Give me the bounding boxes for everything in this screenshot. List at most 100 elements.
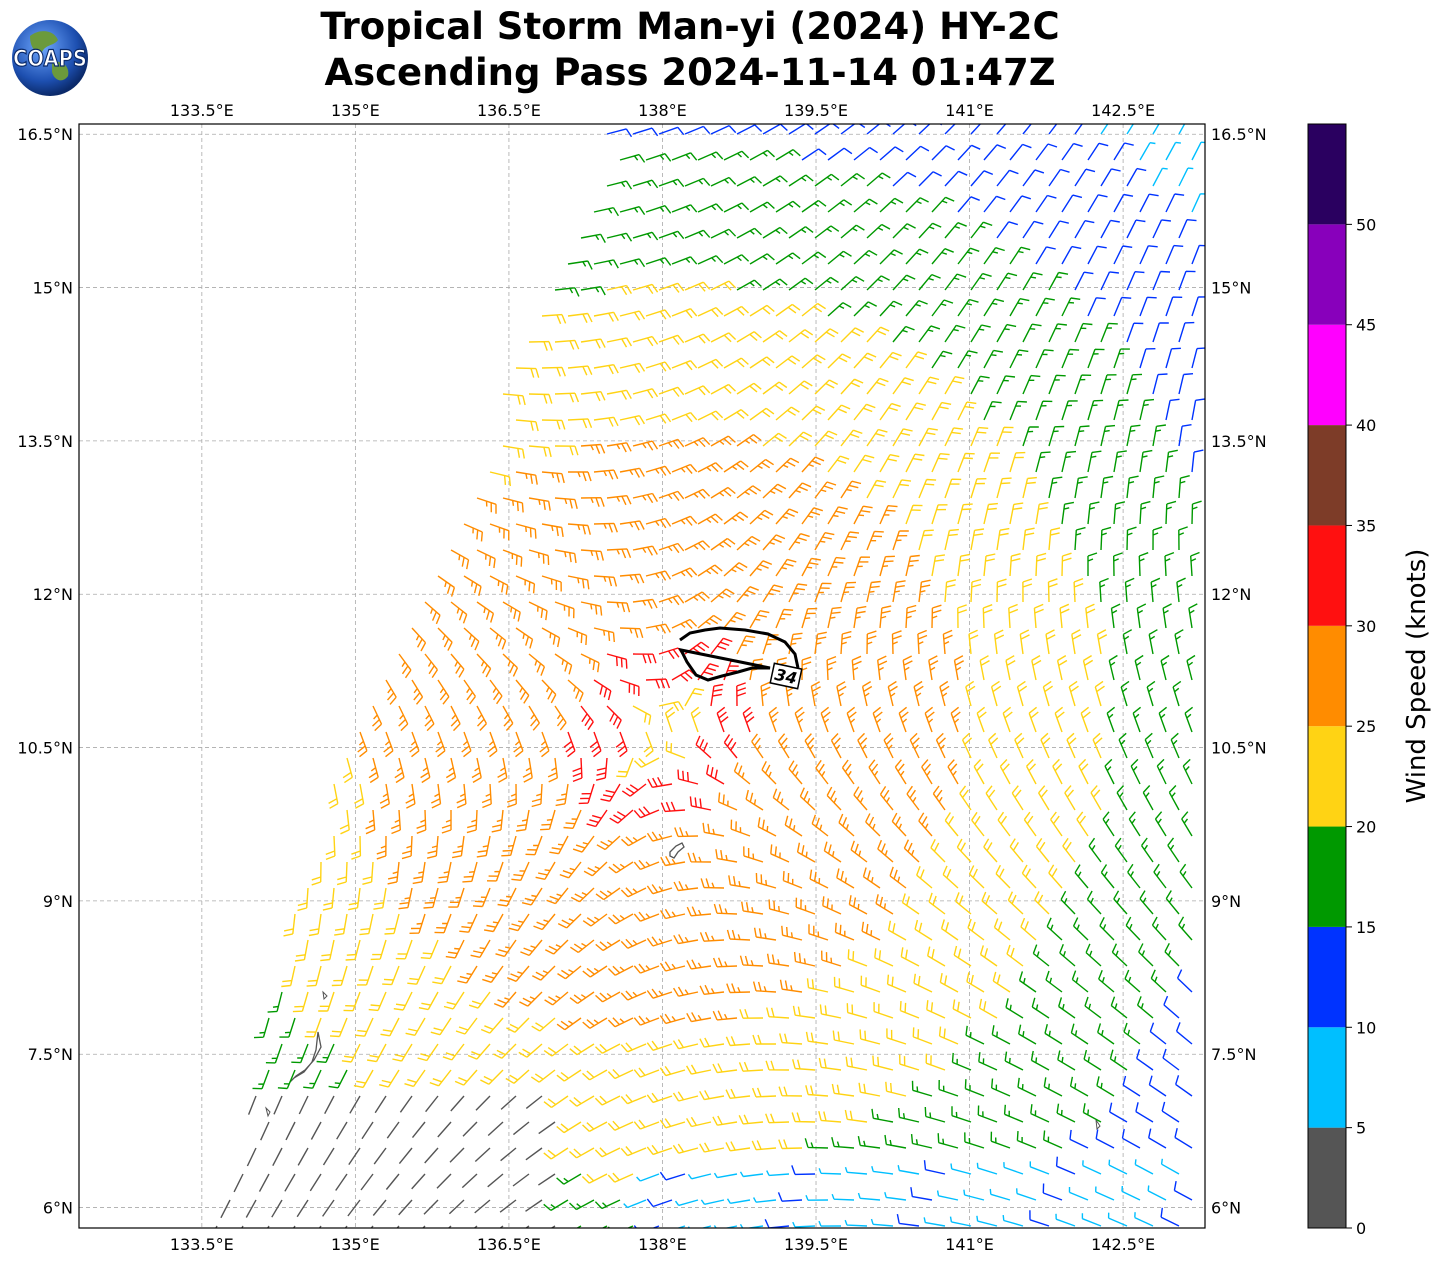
wind-barb — [569, 1147, 595, 1159]
wind-barb — [672, 1091, 699, 1102]
wind-barb — [606, 442, 632, 453]
wind-barb — [957, 604, 968, 629]
wind-barb — [1022, 272, 1043, 291]
wind-barb — [866, 580, 881, 603]
wind-barb — [1009, 298, 1030, 317]
wind-barb — [570, 887, 595, 903]
wind-barb — [539, 731, 550, 758]
wind-barb — [723, 562, 748, 577]
wind-barb — [822, 896, 842, 915]
wind-barb — [1005, 655, 1016, 681]
wind-barb — [1148, 629, 1158, 655]
wind-barb — [988, 732, 999, 759]
wind-barb — [879, 146, 904, 161]
wind-barb — [436, 1173, 452, 1189]
wind-barb — [851, 655, 862, 681]
wind-barb — [1179, 863, 1193, 889]
wind-barb — [1055, 1156, 1076, 1175]
wind-barb — [866, 326, 890, 343]
wind-barb — [697, 203, 724, 213]
wind-barb — [1009, 349, 1029, 369]
wind-barb — [801, 302, 826, 317]
wind-barb — [567, 575, 590, 590]
lon-tick-label-bottom: 135°E — [331, 1235, 380, 1254]
wind-barb — [736, 485, 762, 499]
wind-barb — [996, 477, 1012, 499]
wind-barb — [1100, 424, 1116, 447]
wind-barb — [646, 831, 673, 842]
wind-barb — [686, 1116, 712, 1128]
wind-barb — [806, 978, 829, 993]
wind-barb — [905, 453, 925, 473]
wind-barb — [380, 1017, 400, 1037]
wind-barb — [445, 757, 457, 783]
wind-barb — [923, 1217, 946, 1227]
wind-barb — [1048, 323, 1067, 343]
wind-barb — [632, 335, 659, 347]
wind-barb — [1070, 1023, 1089, 1045]
wind-barb — [853, 786, 868, 811]
wind-barb — [1126, 424, 1141, 447]
wind-barb — [831, 1137, 855, 1149]
wind-barb — [260, 1121, 270, 1141]
wind-barb — [525, 1199, 543, 1212]
wind-barb — [528, 393, 553, 404]
wind-barb — [595, 939, 621, 952]
wind-barb — [609, 809, 634, 824]
wind-barb — [710, 332, 737, 343]
wind-barb — [586, 809, 608, 828]
wind-barb — [1058, 997, 1076, 1019]
wind-barb — [684, 177, 711, 187]
wind-barb — [519, 991, 543, 1007]
wind-barb — [1100, 168, 1121, 187]
wind-barb — [840, 581, 857, 603]
wind-barb — [983, 144, 1007, 161]
wind-barb — [830, 733, 842, 759]
colorbar: 0 5 10 15 20 25 30 35 40 45 50 — [1307, 123, 1376, 1238]
wind-barb — [723, 357, 749, 369]
wind-barb — [480, 1017, 504, 1034]
wind-barb — [1085, 603, 1096, 629]
wind-barb — [1022, 374, 1041, 395]
wind-barb — [541, 366, 566, 377]
wind-barb — [710, 176, 737, 187]
wind-barb — [252, 1069, 270, 1090]
wind-barb — [841, 759, 855, 785]
wind-barb — [788, 174, 814, 187]
wind-barb — [594, 1199, 621, 1210]
wind-barb — [316, 1043, 335, 1063]
wind-barb — [620, 938, 647, 949]
wind-barb — [580, 443, 606, 454]
wind-barb — [292, 991, 309, 1013]
wind-barb — [1011, 785, 1024, 811]
wind-barb — [736, 279, 762, 291]
wind-barb — [580, 233, 606, 243]
colorbar-tick-label: 5 — [1356, 1119, 1366, 1138]
wind-barb — [751, 733, 764, 759]
wind-barb — [765, 1113, 790, 1124]
wind-barb — [1068, 680, 1079, 707]
wind-barb — [606, 284, 632, 296]
graticule — [79, 124, 1205, 1228]
wind-barb — [736, 176, 762, 187]
wind-barb — [500, 1147, 517, 1162]
wind-barb — [710, 228, 737, 239]
wind-barb — [331, 965, 348, 987]
wind-barb — [554, 705, 567, 731]
wind-barb — [762, 226, 788, 239]
wind-barb — [928, 655, 939, 681]
wind-barb — [970, 124, 982, 135]
wind-barb — [827, 199, 853, 213]
wind-barb — [768, 706, 779, 733]
wind-barb — [1170, 732, 1180, 759]
wind-barb — [808, 924, 829, 941]
wind-barb — [818, 1168, 842, 1175]
wind-barb — [515, 523, 537, 539]
wind-barb — [1048, 220, 1069, 239]
wind-barb — [712, 957, 738, 968]
wind-barb — [525, 1147, 543, 1161]
wind-barb — [445, 939, 465, 959]
wind-barb — [768, 899, 790, 915]
wind-barb — [964, 1132, 985, 1149]
wind-barb — [470, 939, 491, 958]
